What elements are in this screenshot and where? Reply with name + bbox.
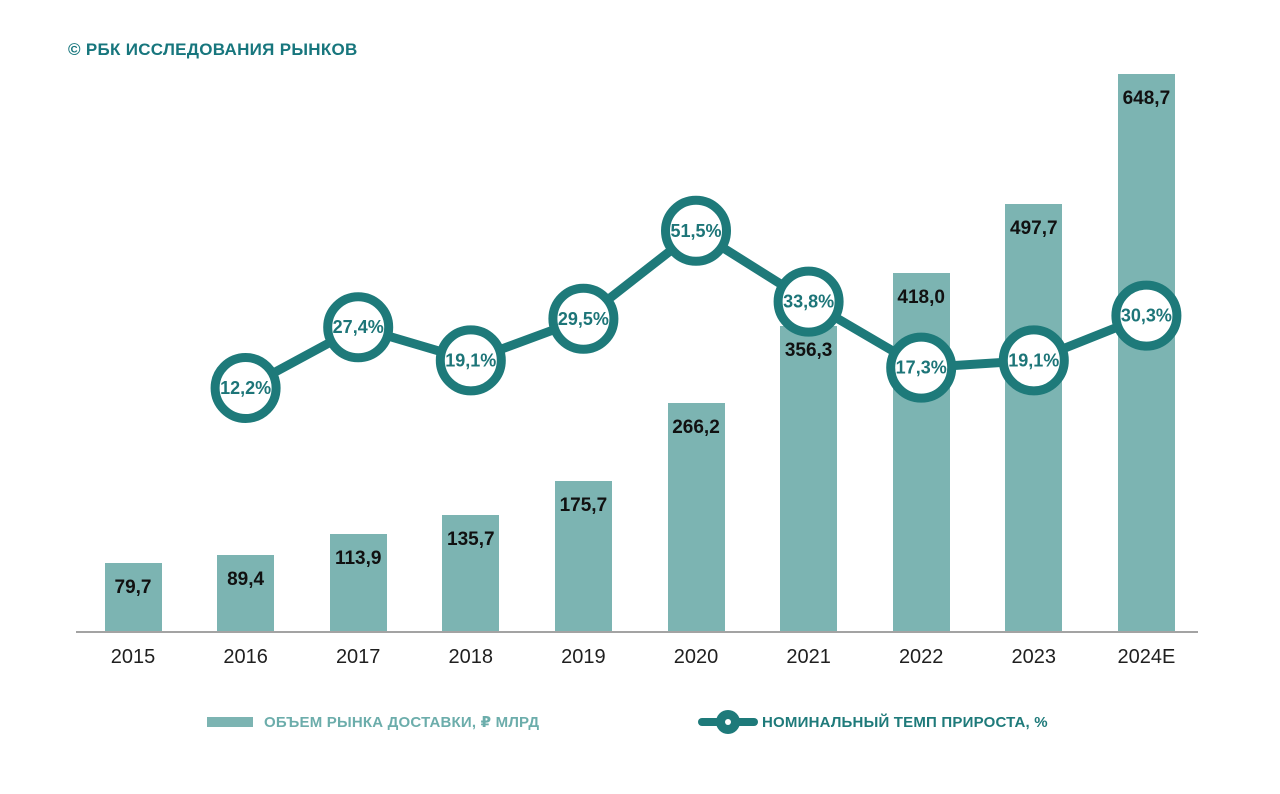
growth-value-label: 29,5% <box>558 309 609 329</box>
bar <box>1117 74 1175 632</box>
line-dot-marker-icon <box>698 710 758 734</box>
bar <box>104 563 162 632</box>
bar-value-label: 79,7 <box>114 577 152 599</box>
x-axis-label: 2024E <box>1117 646 1176 668</box>
growth-value-label: 19,1% <box>445 350 496 370</box>
bar <box>667 403 725 632</box>
bar-value-label: 266,2 <box>672 417 720 439</box>
bar <box>892 272 950 632</box>
x-axis-label: 2021 <box>786 646 831 668</box>
bar <box>442 515 500 632</box>
bar <box>554 480 612 632</box>
x-axis-label: 2022 <box>898 646 944 668</box>
bar-value-label: 113,9 <box>334 548 382 570</box>
x-axis-label: 2019 <box>561 646 606 668</box>
bar <box>780 325 838 632</box>
growth-marker <box>661 195 731 266</box>
bar-swatch-icon <box>207 717 253 727</box>
x-axis-label: 2015 <box>110 646 156 668</box>
growth-value-label: 12,2% <box>220 378 271 398</box>
bar-value-label: 135,7 <box>447 529 495 551</box>
legend-item-line: НОМИНАЛЬНЫЙ ТЕМП ПРИРОСТА, % <box>698 708 1048 736</box>
growth-value-label: 33,8% <box>783 292 834 312</box>
bar <box>329 534 387 632</box>
bar-value-label: 418,0 <box>897 286 945 308</box>
bar-value-label: 648,7 <box>1122 88 1171 110</box>
x-axis-label: 2023 <box>1011 646 1057 668</box>
x-axis-label: 2016 <box>223 646 268 668</box>
source-watermark: © РБК ИССЛЕДОВАНИЯ РЫНКОВ <box>68 40 358 59</box>
bar-value-label: 497,7 <box>1010 217 1058 239</box>
bar <box>1005 203 1063 632</box>
bar-value-label: 89,4 <box>227 569 265 591</box>
growth-marker <box>210 353 281 423</box>
growth-marker <box>548 283 619 354</box>
growth-value-label: 51,5% <box>670 221 721 241</box>
x-axis-line <box>76 631 1198 633</box>
bar <box>217 555 275 632</box>
x-axis-label: 2017 <box>335 646 381 668</box>
bar-value-label: 175,7 <box>559 494 608 516</box>
legend-item-bars: ОБЪЕМ РЫНКА ДОСТАВКИ, ₽ МЛРД <box>207 708 539 736</box>
growth-marker <box>773 266 844 337</box>
growth-marker <box>435 325 506 396</box>
growth-value-label: 27,4% <box>333 317 384 337</box>
legend-label-bars: ОБЪЕМ РЫНКА ДОСТАВКИ, ₽ МЛРД <box>264 714 540 731</box>
bar-value-label: 356,3 <box>784 339 833 361</box>
legend-label-line: НОМИНАЛЬНЫЙ ТЕМП ПРИРОСТА, % <box>762 713 1048 731</box>
x-axis-label: 2020 <box>673 646 719 668</box>
legend: ОБЪЕМ РЫНКА ДОСТАВКИ, ₽ МЛРД НОМИНАЛЬНЫЙ… <box>0 706 1280 738</box>
growth-marker <box>323 292 394 363</box>
x-axis-label: 2018 <box>448 646 494 668</box>
